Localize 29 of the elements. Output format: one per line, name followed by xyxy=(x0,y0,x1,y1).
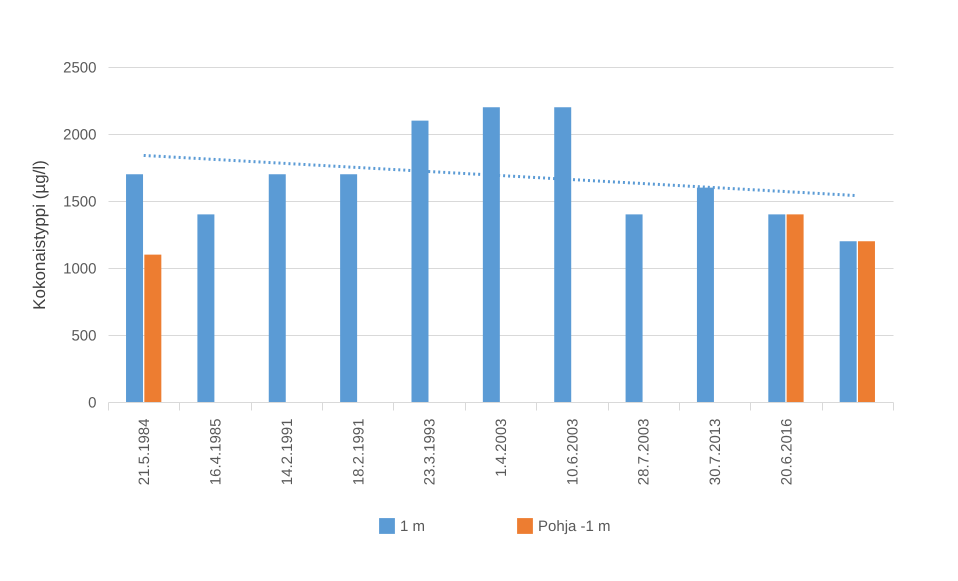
x-tick-label: 18.2.1991 xyxy=(350,418,368,486)
x-tick-label: 30.7.2013 xyxy=(707,418,724,486)
bar xyxy=(197,214,214,402)
y-axis-title: Kokonaistyppi (µg/l) xyxy=(30,160,50,310)
bar xyxy=(268,174,286,402)
y-tick-label: 0 xyxy=(88,394,96,412)
y-tick-label: 1000 xyxy=(63,260,96,278)
y-tick-label: 2000 xyxy=(63,126,96,144)
bar xyxy=(144,254,162,402)
y-tick-label: 1500 xyxy=(63,194,96,210)
x-tick-label: 28.7.2003 xyxy=(636,418,653,486)
y-tick-label: 2500 xyxy=(63,60,96,76)
x-tick-label: 16.4.1985 xyxy=(208,418,225,486)
bar xyxy=(858,241,875,402)
x-tick-label: 10.6.2003 xyxy=(564,418,582,486)
x-tick-label: 1.4.2003 xyxy=(493,418,510,477)
legend-label: 1 m xyxy=(400,518,426,535)
x-tick-label: 23.3.1993 xyxy=(422,418,439,486)
bar xyxy=(626,214,643,402)
y-tick-label: 500 xyxy=(71,328,96,344)
legend-label: Pohja -1 m xyxy=(538,518,611,535)
bar xyxy=(340,174,358,402)
bar xyxy=(768,214,786,402)
bar xyxy=(126,174,144,402)
x-tick-label: 20.6.2016 xyxy=(778,418,796,486)
bar xyxy=(840,241,857,402)
x-tick-label: 21.5.1984 xyxy=(136,418,154,486)
x-tick-label: 14.2.1991 xyxy=(278,418,296,486)
bar xyxy=(786,214,804,402)
